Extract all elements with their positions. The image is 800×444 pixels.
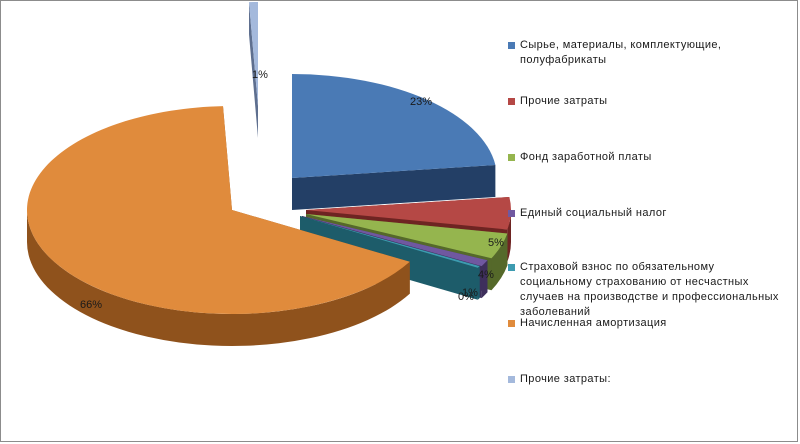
data-label-3: 1% <box>462 287 478 299</box>
legend-item-1: Прочие затраты <box>508 94 788 109</box>
pie-side-1-0 <box>507 210 511 262</box>
data-label-2: 4% <box>478 269 494 281</box>
pie-slice-2 <box>306 214 508 259</box>
pie-slice-3 <box>302 216 488 267</box>
data-label-6: 1% <box>252 69 268 81</box>
pie-side-2-0 <box>491 233 508 291</box>
pie-top-faces <box>27 2 512 314</box>
legend-label-5: Начисленная амортизация <box>520 317 667 329</box>
pie-wall-0-1 <box>292 164 496 210</box>
legend-label-3: Единый социальный налог <box>520 207 667 219</box>
legend-label-4: Страховой взнос по обязательному социаль… <box>520 261 779 318</box>
legend-item-0: Сырье, материалы, комплектующие, полуфаб… <box>508 38 788 68</box>
pie-slice-6 <box>248 2 258 106</box>
data-label-1: 5% <box>488 237 504 249</box>
pie-side-4-0 <box>477 266 480 300</box>
legend-swatch-3 <box>508 210 515 217</box>
legend-swatch-2 <box>508 154 515 161</box>
pie-side-3-0 <box>481 260 488 299</box>
pie-side-5-0 <box>27 210 410 346</box>
legend-label-0: Сырье, материалы, комплектующие, полуфаб… <box>520 39 722 66</box>
legend-item-2: Фонд заработной платы <box>508 150 788 165</box>
legend-label-6: Прочие затраты: <box>520 373 611 385</box>
pie-slice-5 <box>27 106 410 314</box>
data-label-5: 66% <box>80 299 102 311</box>
data-label-0: 23% <box>410 96 432 108</box>
legend-swatch-4 <box>508 264 515 271</box>
legend-swatch-5 <box>508 320 515 327</box>
legend-label-1: Прочие затраты <box>520 95 608 107</box>
legend-swatch-0 <box>508 42 515 49</box>
legend-item-6: Прочие затраты: <box>508 372 788 387</box>
legend-item-3: Единый социальный налог <box>508 206 788 221</box>
pie-slice-0 <box>292 74 496 178</box>
legend-item-5: Начисленная амортизация <box>508 316 788 331</box>
pie-slice-4 <box>300 216 480 268</box>
legend-swatch-1 <box>508 98 515 105</box>
pie-wall-6-0 <box>248 2 258 139</box>
legend-item-4: Страховой взнос по обязательному социаль… <box>508 260 788 320</box>
data-label-4: 0% <box>458 291 474 303</box>
legend-swatch-6 <box>508 376 515 383</box>
pie-slice-1 <box>306 196 512 230</box>
legend-label-2: Фонд заработной платы <box>520 151 652 163</box>
